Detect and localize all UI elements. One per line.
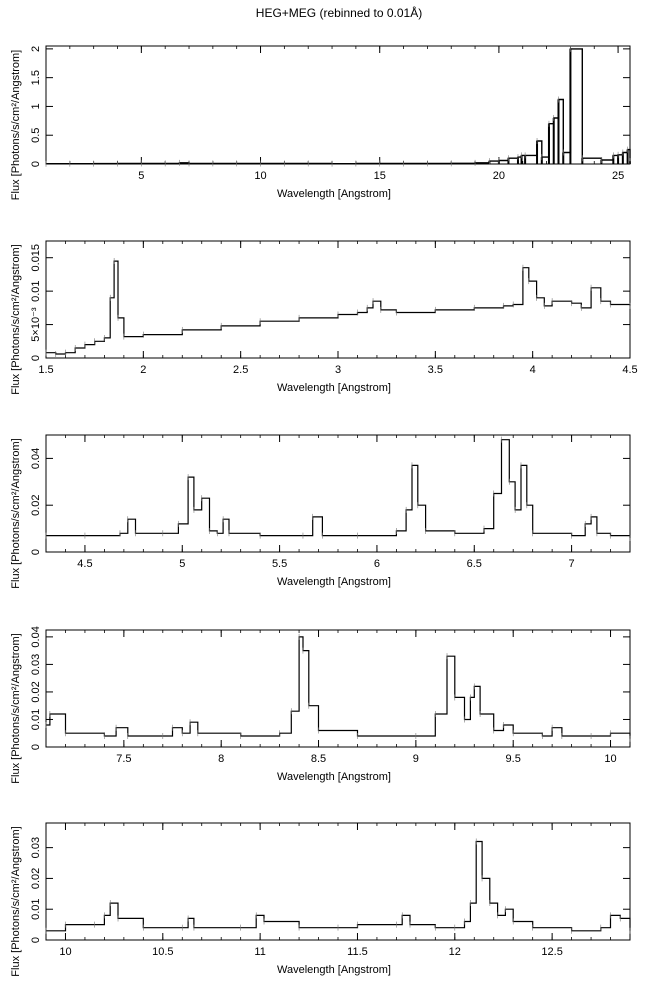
panel-5: 10 10.5 11 11.5 12 12.5 0 0.01 0.02 0.03 Wavelengt… <box>10 822 631 977</box>
y-axis-label: Flux [Photons/s/cm²/Angstrom] <box>10 633 22 783</box>
x-tick-label: 9.5 <box>506 753 521 765</box>
spectrum-line <box>46 840 631 932</box>
x-tick-label: 20 <box>493 170 505 182</box>
x-tick-label: 5 <box>138 170 144 182</box>
x-tick-label: 9 <box>413 753 419 765</box>
spectrum-line <box>46 48 631 165</box>
panel-1: 5 10 15 20 25 0 0.5 1 1.5 2 Wavelength [Angstrom] F… <box>10 45 631 200</box>
y-axis-label: Flux [Photons/s/cm²/Angstrom] <box>10 826 22 976</box>
x-tick-label: 1.5 <box>38 364 53 376</box>
y-tick-label: 0.02 <box>30 494 42 515</box>
panel-4: 7.5 8 8.5 9 9.5 10 0 0.01 0.02 0.03 0.04 Wavelength… <box>10 626 631 784</box>
page-title: HEG+MEG (rebinned to 0.01Å) <box>255 6 423 20</box>
x-tick-label: 10 <box>59 946 71 958</box>
x-tick-label: 3.5 <box>428 364 443 376</box>
x-tick-label: 4.5 <box>622 364 637 376</box>
y-axis-label: Flux [Photons/s/cm²/Angstrom] <box>10 244 22 394</box>
y-tick-label: 0.04 <box>30 626 42 647</box>
y-tick-label: 1 <box>30 103 42 109</box>
y-tick-label: 2 <box>30 46 42 52</box>
y-axis-label: Flux [Photons/s/cm²/Angstrom] <box>10 50 22 200</box>
x-axis-label: Wavelength [Angstrom] <box>277 964 391 976</box>
panel-2: 1.5 2 2.5 3 3.5 4 4.5 0 5×10⁻³ 0.01 0.015 Wavelengt… <box>10 240 638 395</box>
x-tick-label: 5 <box>179 558 185 570</box>
x-axis-label: Wavelength [Angstrom] <box>277 382 391 394</box>
spectrum-line <box>46 439 631 538</box>
x-tick-label: 5.5 <box>272 558 287 570</box>
x-tick-label: 3 <box>335 364 341 376</box>
x-tick-label: 10 <box>254 170 266 182</box>
spectrum-line <box>46 636 631 739</box>
y-tick-label: 0.01 <box>30 709 42 730</box>
y-tick-label: 0 <box>30 937 42 943</box>
x-tick-label: 6.5 <box>467 558 482 570</box>
panel-3: 4.5 5 5.5 6 6.5 7 0 0.02 0.04 Wavelength [Angstro… <box>10 434 631 589</box>
x-axis-label: Wavelength [Angstrom] <box>277 771 391 783</box>
plot-frame <box>45 629 631 748</box>
x-tick-label: 6 <box>374 558 380 570</box>
x-tick-label: 7.5 <box>116 753 131 765</box>
x-tick-label: 8 <box>218 753 224 765</box>
x-tick-label: 10.5 <box>152 946 173 958</box>
plot-frame <box>45 434 631 553</box>
x-tick-label: 11 <box>254 946 265 958</box>
y-tick-label: 0 <box>30 355 42 361</box>
y-tick-label: 0.02 <box>30 868 42 889</box>
y-tick-label: 5×10⁻³ <box>30 307 42 342</box>
x-tick-label: 4.5 <box>77 558 92 570</box>
x-tick-label: 2.5 <box>233 364 248 376</box>
y-tick-label: 0 <box>30 549 42 555</box>
y-tick-label: 0.03 <box>30 837 42 858</box>
y-tick-label: 0.02 <box>30 681 42 702</box>
y-tick-label: 0.01 <box>30 898 42 919</box>
x-axis-label: Wavelength [Angstrom] <box>277 188 391 200</box>
x-tick-label: 12.5 <box>541 946 562 958</box>
y-tick-label: 0.015 <box>30 244 42 272</box>
y-tick-label: 0.03 <box>30 654 42 675</box>
plot-frame <box>45 240 631 359</box>
x-tick-label: 7 <box>569 558 575 570</box>
x-tick-label: 11.5 <box>347 946 368 958</box>
y-tick-label: 0 <box>30 744 42 750</box>
x-tick-label: 8.5 <box>311 753 326 765</box>
x-tick-label: 12 <box>449 946 461 958</box>
x-tick-label: 2 <box>140 364 146 376</box>
plot-frame <box>45 822 631 941</box>
y-tick-label: 0.04 <box>30 448 42 469</box>
spectrum-line <box>46 260 631 355</box>
y-tick-label: 0.5 <box>30 128 42 143</box>
y-tick-label: 0.01 <box>30 280 42 301</box>
x-tick-label: 15 <box>374 170 386 182</box>
y-tick-label: 0 <box>30 161 42 167</box>
x-axis-label: Wavelength [Angstrom] <box>277 576 391 588</box>
x-tick-label: 4 <box>530 364 536 376</box>
x-tick-label: 10 <box>604 753 616 765</box>
y-tick-label: 1.5 <box>30 70 42 85</box>
y-axis-label: Flux [Photons/s/cm²/Angstrom] <box>10 438 22 588</box>
x-tick-label: 25 <box>612 170 624 182</box>
